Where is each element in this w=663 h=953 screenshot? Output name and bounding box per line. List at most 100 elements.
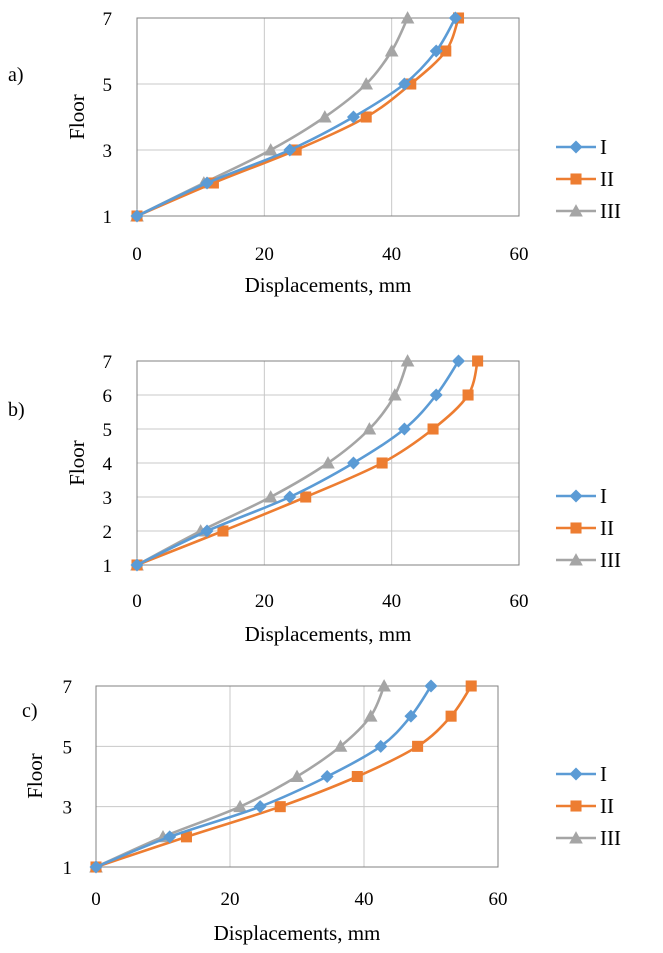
series-line-II <box>135 16 460 218</box>
plot-frame <box>136 360 520 566</box>
data-point-III <box>233 799 247 813</box>
data-point-II <box>274 801 286 813</box>
y-tick-label: 3 <box>103 488 113 509</box>
data-point-III <box>384 44 399 57</box>
y-tick-label: 5 <box>103 420 113 441</box>
data-point-I <box>429 44 443 58</box>
series-line-I <box>135 16 457 218</box>
y-axis-title: Floor <box>65 440 89 486</box>
data-point-I <box>283 143 297 157</box>
legend-marker-III <box>569 553 583 566</box>
data-point-II <box>440 45 452 57</box>
legend-label-I: I <box>600 135 607 159</box>
data-point-II <box>472 355 484 367</box>
y-tick-label: 5 <box>103 75 113 96</box>
x-tick-label: 0 <box>132 244 142 265</box>
legend-label-I: I <box>600 484 607 508</box>
data-point-III <box>263 143 278 156</box>
data-point-III <box>388 388 402 401</box>
x-tick-label: 60 <box>510 244 529 265</box>
x-axis-title: Displacements, mm <box>245 622 412 646</box>
data-point-II <box>465 680 477 692</box>
legend-marker-II <box>570 522 582 534</box>
x-tick-label: 20 <box>255 244 274 265</box>
data-point-III <box>377 679 391 692</box>
plot-frame <box>95 685 499 868</box>
legend-marker-III <box>569 831 583 844</box>
x-tick-label: 20 <box>255 591 274 612</box>
data-point-III <box>321 456 335 469</box>
data-point-I <box>346 456 360 470</box>
series-line-I <box>94 684 433 869</box>
data-point-III <box>359 77 374 90</box>
y-tick-label: 6 <box>103 386 113 407</box>
data-point-III <box>290 769 304 782</box>
data-point-III <box>333 739 348 752</box>
legend-label-III: III <box>600 199 621 223</box>
legend-marker-II <box>570 173 582 185</box>
legend-marker-II <box>570 800 582 812</box>
y-tick-label: 1 <box>103 207 113 228</box>
data-point-I <box>163 830 177 844</box>
data-point-I <box>404 709 418 723</box>
x-tick-label: 0 <box>132 591 142 612</box>
data-point-III <box>263 490 278 503</box>
y-tick-label: 7 <box>103 352 113 373</box>
y-tick-label: 2 <box>103 522 113 543</box>
y-tick-label: 1 <box>103 556 113 577</box>
y-tick-label: 5 <box>63 737 73 758</box>
legend-label-II: II <box>600 516 614 540</box>
data-point-I <box>200 524 214 538</box>
data-point-II <box>462 389 474 401</box>
y-tick-label: 4 <box>103 454 113 475</box>
data-point-II <box>360 111 372 123</box>
legend-label-II: II <box>600 167 614 191</box>
legend-marker-III <box>569 204 583 217</box>
data-point-II <box>351 770 363 783</box>
x-tick-label: 60 <box>489 889 508 910</box>
y-axis-title: Floor <box>23 753 47 799</box>
x-tick-label: 60 <box>510 591 529 612</box>
legend-label-III: III <box>600 548 621 572</box>
data-point-II <box>376 457 388 469</box>
y-tick-label: 3 <box>63 798 73 819</box>
legend-marker-I <box>569 489 583 503</box>
x-tick-label: 40 <box>382 244 401 265</box>
y-tick-label: 7 <box>103 9 113 30</box>
y-tick-label: 1 <box>63 858 73 879</box>
data-point-II <box>300 491 312 503</box>
data-point-III <box>400 11 415 24</box>
legend-label-III: III <box>600 826 621 850</box>
y-tick-label: 7 <box>63 677 73 698</box>
series-line-III <box>94 684 386 869</box>
data-point-II <box>412 740 424 752</box>
data-point-III <box>362 422 377 435</box>
x-axis-title: Displacements, mm <box>245 273 412 297</box>
data-point-I <box>448 11 462 25</box>
data-point-III <box>363 709 378 722</box>
data-point-I <box>397 422 411 436</box>
data-point-I <box>283 490 297 504</box>
legend-marker-I <box>569 767 583 781</box>
data-point-III <box>400 354 415 367</box>
data-point-I <box>253 800 267 814</box>
data-point-I <box>452 354 466 368</box>
data-point-I <box>130 209 144 223</box>
legend-label-I: I <box>600 762 607 786</box>
y-tick-label: 3 <box>103 141 113 162</box>
panel-label: a) <box>8 64 24 86</box>
data-point-I <box>200 176 214 190</box>
legend-label-II: II <box>600 794 614 818</box>
data-point-II <box>217 525 229 537</box>
x-tick-label: 0 <box>91 889 101 910</box>
data-point-II <box>180 831 192 843</box>
data-point-II <box>427 423 439 435</box>
y-axis-title: Floor <box>65 94 89 140</box>
legend-marker-I <box>569 140 583 154</box>
data-point-II <box>445 710 457 722</box>
x-tick-label: 40 <box>382 591 401 612</box>
data-point-I <box>424 679 438 693</box>
data-point-I <box>429 388 443 402</box>
x-tick-label: 20 <box>221 889 240 910</box>
